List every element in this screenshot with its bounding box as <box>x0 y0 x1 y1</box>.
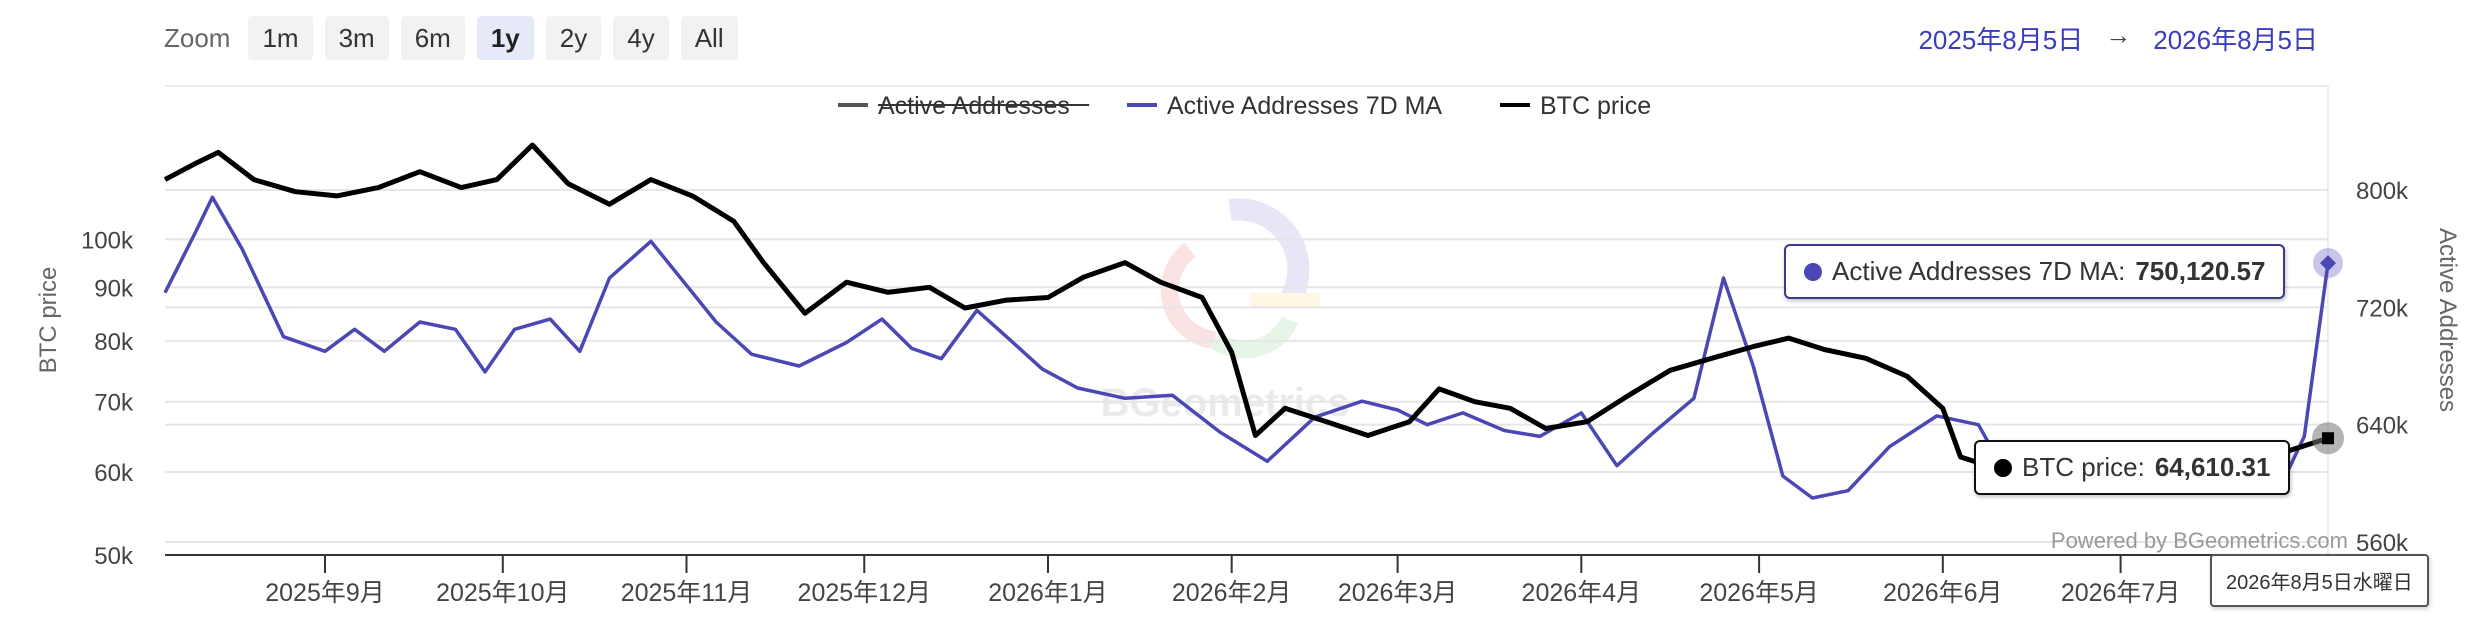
date-range-from[interactable]: 2025年8月5日 <box>1918 25 2084 55</box>
y-left-tick-label: 50k <box>94 543 134 570</box>
watermark-logo <box>1160 198 1320 359</box>
zoom-button-1y[interactable]: 1y <box>476 16 534 60</box>
zoom-button-1m[interactable]: 1m <box>248 16 313 60</box>
x-tick-label: 2025年10月 <box>436 579 569 607</box>
x-tick-label: 2026年1月 <box>988 579 1108 607</box>
y-left-tick-label: 70k <box>94 390 134 417</box>
y-right-tick-label: 640k <box>2356 413 2409 440</box>
x-tick-label: 2026年7月 <box>2061 579 2181 607</box>
x-tick-label: 2025年12月 <box>798 579 931 607</box>
tooltip-aa-value: 750,120.57 <box>2135 256 2266 286</box>
legend-item-label[interactable]: Active Addresses 7D MA <box>1167 92 1442 120</box>
tooltip-btc-label: BTC price: <box>2022 452 2145 482</box>
zoom-button-3m[interactable]: 3m <box>324 16 389 60</box>
y-right-tick-label: 720k <box>2356 295 2409 322</box>
tooltip-btc-price: BTC price: 64,610.31 <box>1974 440 2291 495</box>
aa-hover-marker <box>2320 255 2336 272</box>
y-right-axis-title: Active Addresses <box>2434 228 2461 412</box>
tooltip-date: 2026年8月5日水曜日 <box>2210 554 2429 607</box>
legend-item-label[interactable]: BTC price <box>1540 92 1651 120</box>
tooltip-aa-label: Active Addresses 7D MA: <box>1832 256 2126 286</box>
tooltip-btc-value: 64,610.31 <box>2154 452 2271 482</box>
date-range-arrow: → <box>2105 20 2132 50</box>
series-line-btc-price <box>163 142 2329 471</box>
x-tick-label: 2025年11月 <box>621 579 753 607</box>
x-tick-label: 2026年2月 <box>1172 579 1292 607</box>
tooltip-aa-dot <box>1804 262 1822 281</box>
zoom-button-6m[interactable]: 6m <box>400 16 465 60</box>
y-right-tick-label: 800k <box>2356 178 2409 205</box>
x-tick-label: 2026年6月 <box>1883 579 2003 607</box>
y-left-tick-label: 90k <box>94 275 134 302</box>
y-left-tick-label: 100k <box>81 227 134 254</box>
tooltip-active-addresses: Active Addresses 7D MA: 750,120.57 <box>1784 244 2286 299</box>
credit-text[interactable]: Powered by BGeometrics.com <box>2051 528 2348 553</box>
x-tick-label: 2026年3月 <box>1338 579 1458 607</box>
date-range-to[interactable]: 2026年8月5日 <box>2153 25 2318 55</box>
date-range: 2025年8月5日 → 2026年8月5日 <box>1918 20 2318 57</box>
x-tick-label: 2026年4月 <box>1522 579 1642 607</box>
zoom-button-4y[interactable]: 4y <box>613 16 669 60</box>
zoom-button-2y[interactable]: 2y <box>545 16 602 60</box>
y-right-tick-label: 560k <box>2356 530 2409 557</box>
y-left-tick-label: 80k <box>94 329 134 356</box>
zoom-label: Zoom <box>164 22 231 53</box>
zoom-bar: Zoom 1m 3m 6m 1y 2y 4y All <box>164 15 738 61</box>
y-left-tick-label: 60k <box>94 460 134 487</box>
x-tick-label: 2025年9月 <box>265 579 385 607</box>
y-left-axis-title: BTC price <box>35 267 62 374</box>
tooltip-btc-dot <box>1994 458 2012 477</box>
x-tick-label: 2026年5月 <box>1699 579 1819 607</box>
zoom-button-all[interactable]: All <box>680 16 738 60</box>
btc-hover-marker <box>2322 432 2334 445</box>
